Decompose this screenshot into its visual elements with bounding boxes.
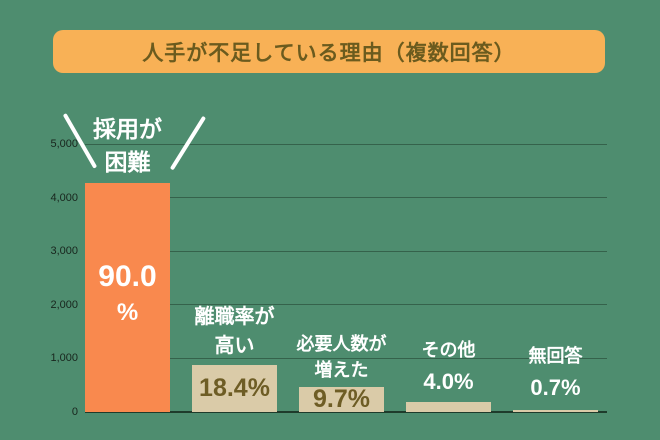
- y-tick-label: 3,000: [50, 245, 78, 258]
- value-label-line: 18.4%: [199, 373, 270, 402]
- bar: [299, 387, 384, 412]
- category-label: 必要人数が 増えた: [252, 331, 432, 383]
- category-label: 無回答 0.7%: [466, 343, 646, 404]
- value-label-line: 9.7%: [313, 384, 370, 413]
- bar: [513, 410, 598, 412]
- y-tick-label: 4,000: [50, 191, 78, 204]
- category-label-line: 無回答: [528, 346, 583, 367]
- gridline: [85, 143, 607, 145]
- value-label: 0.7%: [530, 375, 581, 401]
- gridline: [85, 197, 607, 199]
- category-label-line: 困難: [104, 149, 151, 176]
- value-label: 4.0%: [423, 368, 474, 394]
- gridline: [85, 357, 607, 359]
- y-tick-label: 1,000: [50, 352, 78, 365]
- category-label: 採用が 困難: [38, 113, 218, 180]
- y-tick-label: 0: [71, 406, 78, 418]
- category-label-line: 採用が: [93, 115, 162, 142]
- value-label-line: 90.0: [98, 259, 157, 293]
- category-label-line: 離職率が: [194, 306, 275, 329]
- gridline: [85, 250, 607, 252]
- chart-title-banner: 人手が不足している理由（複数回答）: [53, 30, 605, 73]
- bar: [85, 183, 170, 412]
- value-label: 18.4%: [192, 372, 277, 406]
- x-axis-baseline: [85, 411, 607, 413]
- bar: [406, 401, 491, 412]
- y-tick-label: 2,000: [50, 298, 78, 311]
- bar: [192, 365, 277, 412]
- value-label: 90.0%: [85, 257, 170, 330]
- value-label: 9.7%: [299, 383, 384, 417]
- category-label-line: 増えた: [314, 360, 369, 381]
- value-label-line: %: [116, 299, 139, 327]
- gridline: [85, 304, 607, 306]
- y-tick-label: 5,000: [50, 138, 78, 150]
- category-label: 離職率が 高い: [145, 303, 325, 361]
- category-label-line: 高い: [214, 335, 255, 358]
- category-label-line: その他: [421, 339, 476, 360]
- chart-title: 人手が不足している理由（複数回答）: [142, 41, 516, 65]
- category-label-line: 必要人数が: [296, 334, 387, 355]
- category-label: その他 4.0%: [359, 337, 539, 398]
